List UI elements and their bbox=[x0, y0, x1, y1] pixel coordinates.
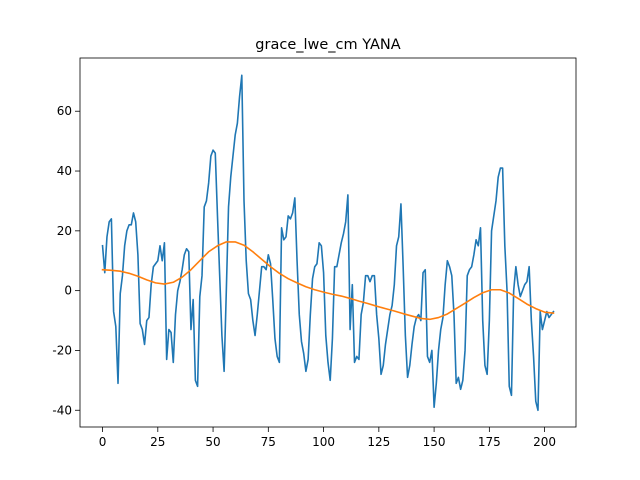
y-tick-label: 40 bbox=[57, 164, 72, 178]
x-tick-label: 0 bbox=[99, 435, 107, 449]
chart-title: grace_lwe_cm YANA bbox=[255, 37, 400, 53]
y-tick-label: 0 bbox=[64, 284, 72, 298]
x-tick-label: 100 bbox=[312, 435, 335, 449]
plot-frame bbox=[79, 57, 577, 428]
x-tick-label: 25 bbox=[150, 435, 165, 449]
x-tick-label: 175 bbox=[478, 435, 501, 449]
y-tick-label: -40 bbox=[52, 403, 72, 417]
x-tick-label: 200 bbox=[533, 435, 556, 449]
y-tick-label: 20 bbox=[57, 224, 72, 238]
data-line bbox=[101, 241, 555, 321]
y-tick-label: 60 bbox=[57, 104, 72, 118]
x-tick-label: 125 bbox=[367, 435, 390, 449]
x-tick-label: 50 bbox=[205, 435, 220, 449]
y-tick-label: -20 bbox=[52, 343, 72, 357]
x-tick-label: 75 bbox=[261, 435, 276, 449]
data-line bbox=[101, 74, 555, 412]
x-tick-label: 150 bbox=[423, 435, 446, 449]
